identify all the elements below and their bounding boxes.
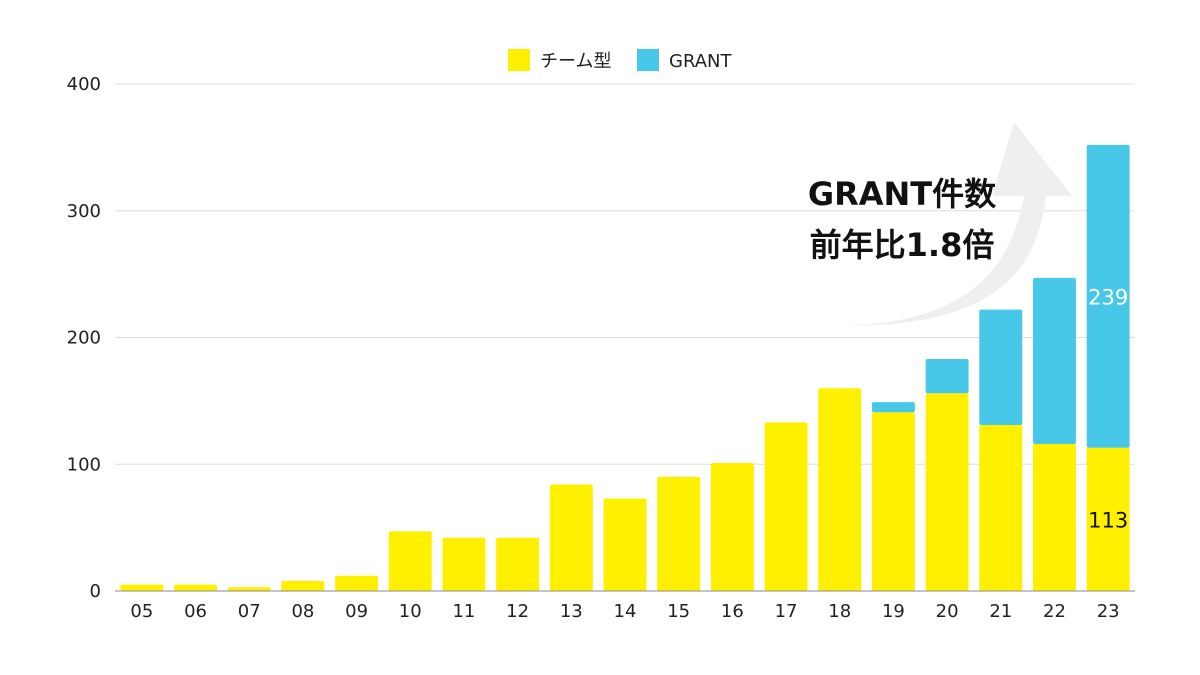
axes: 0 100 200 300 400 05 06 07 08 09 10 11 12 13 14 15 16 17 1… [67,74,1135,622]
legend: チーム型 GRANT [508,49,733,72]
legend-label: チーム型 [540,51,611,72]
bar-team-19 [871,412,915,591]
x-tick-label: 22 [1043,601,1066,622]
bar-grant-21 [979,309,1023,425]
bar-team-12 [496,537,540,591]
bars [120,144,1130,591]
bar-team-13 [549,484,593,591]
x-tick-label: 09 [345,601,368,622]
x-tick-label: 21 [989,601,1012,622]
bar-grant-23 [1086,144,1130,448]
x-tick-label: 20 [936,601,959,622]
x-tick-label: 17 [775,601,798,622]
y-tick-label: 100 [67,454,101,475]
x-tick-label: 11 [452,601,475,622]
x-tick-label: 15 [667,601,690,622]
bar-team-14 [603,498,647,591]
bar-team-05 [120,584,164,591]
bar-team-10 [388,531,432,591]
y-tick-label: 0 [90,581,101,602]
x-tick-label: 07 [238,601,261,622]
data-label: 239 [1088,285,1128,309]
bar-team-08 [281,580,325,591]
y-tick-label: 300 [67,201,101,222]
x-tick-label: 23 [1097,601,1120,622]
x-tick-label: 10 [399,601,422,622]
bar-team-07 [227,587,271,591]
growth-arrow [845,122,1072,326]
bar-team-06 [174,584,217,591]
x-tick-label: 18 [828,601,851,622]
bar-grant-20 [925,359,969,394]
annotation: GRANT件数 前年比1.8倍 [808,175,997,264]
x-tick-label: 13 [560,601,583,622]
growth-arrow-shape [845,122,1072,326]
legend-swatch [508,49,530,71]
data-label: 113 [1088,508,1128,532]
x-tick-label: 14 [614,601,637,622]
y-tick-label: 400 [67,74,101,95]
bar-team-17 [764,422,808,591]
bar-team-16 [710,462,754,591]
bar-team-23 [1086,447,1130,591]
x-tick-label: 19 [882,601,905,622]
x-tick-label: 05 [130,601,153,622]
legend-swatch [637,49,659,71]
bar-grant-22 [1033,277,1076,444]
data-labels: 239 113 [1088,285,1128,532]
bar-team-09 [335,575,379,591]
bar-team-22 [1033,443,1076,591]
bar-team-11 [442,537,486,591]
bar-team-15 [657,476,701,591]
annotation-line-2: 前年比1.8倍 [810,226,995,264]
legend-label: GRANT [669,51,733,72]
bar-team-20 [925,393,969,591]
y-tick-label: 200 [67,328,101,349]
annotation-line-1: GRANT件数 [808,175,997,213]
bar-team-18 [818,388,862,591]
x-tick-label: 08 [291,601,314,622]
bar-grant-19 [871,402,915,413]
x-tick-label: 16 [721,601,744,622]
x-tick-label: 12 [506,601,529,622]
x-tick-label: 06 [184,601,207,622]
bar-team-21 [979,424,1023,591]
